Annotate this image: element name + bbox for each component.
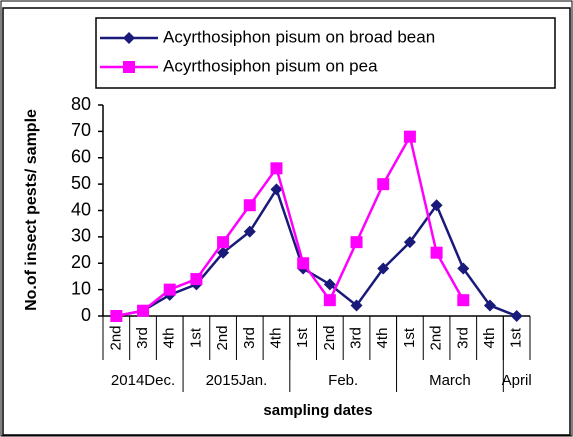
x-tick-label: 1st <box>187 327 204 348</box>
group-label: Feb. <box>328 372 358 389</box>
marker <box>323 294 336 307</box>
x-tick-label: 1st <box>401 327 418 348</box>
group-label: 2015Jan. <box>206 372 268 389</box>
marker <box>137 304 150 317</box>
x-tick-label: 2nd <box>214 325 231 350</box>
marker <box>403 236 416 249</box>
legend-label: Acyrthosiphon pisum on broad bean <box>163 27 435 46</box>
y-tick-label: 80 <box>71 94 91 114</box>
marker <box>323 278 336 291</box>
marker <box>123 32 135 44</box>
x-tick-label: 3rd <box>134 327 151 349</box>
marker <box>243 199 256 212</box>
series-line <box>116 186 518 318</box>
y-tick-label: 20 <box>71 252 91 272</box>
marker <box>350 299 363 312</box>
marker <box>297 257 310 270</box>
legend-label: Acyrthosiphon pisum on pea <box>163 56 378 75</box>
x-tick-label: 4th <box>374 328 391 349</box>
legend-box <box>95 17 556 89</box>
chart-frame <box>2 7 571 436</box>
marker <box>217 246 230 259</box>
marker <box>270 183 283 196</box>
marker <box>110 310 123 322</box>
y-axis-label: No.of insect pests/ sample <box>23 109 40 311</box>
x-tick-label: 2nd <box>428 325 445 350</box>
x-tick-label: 4th <box>481 328 498 349</box>
y-tick-label: 0 <box>81 305 91 325</box>
marker <box>217 236 230 249</box>
x-tick-label: 2nd <box>321 325 338 350</box>
marker <box>430 246 443 259</box>
x-tick-label: 3rd <box>241 327 258 349</box>
y-tick-label: 70 <box>71 120 91 140</box>
marker <box>190 273 203 286</box>
x-axis-label: sampling dates <box>263 402 372 419</box>
x-tick-label: 2nd <box>107 325 124 350</box>
x-tick-label: 4th <box>161 328 178 349</box>
x-tick-label: 3rd <box>454 327 471 349</box>
marker <box>457 294 470 307</box>
group-label: 2014Dec. <box>111 372 175 389</box>
marker <box>270 162 283 175</box>
marker <box>510 310 523 322</box>
group-label: April <box>502 372 532 389</box>
y-tick-label: 30 <box>71 226 91 246</box>
group-label: March <box>429 372 471 389</box>
marker <box>483 299 496 312</box>
marker <box>403 130 416 143</box>
marker <box>377 262 390 275</box>
marker <box>430 199 443 212</box>
y-tick-label: 60 <box>71 147 91 167</box>
y-tick-label: 50 <box>71 173 91 193</box>
y-tick-label: 40 <box>71 199 91 219</box>
y-tick-label: 10 <box>71 278 91 298</box>
marker <box>123 61 135 73</box>
x-tick-label: 3rd <box>348 327 365 349</box>
marker <box>377 178 390 191</box>
x-tick-label: 4th <box>267 328 284 349</box>
x-tick-label: 1st <box>294 327 311 348</box>
marker <box>457 262 470 275</box>
marker <box>163 283 176 296</box>
marker <box>350 236 363 249</box>
marker <box>243 225 256 238</box>
x-tick-label: 1st <box>508 327 525 348</box>
